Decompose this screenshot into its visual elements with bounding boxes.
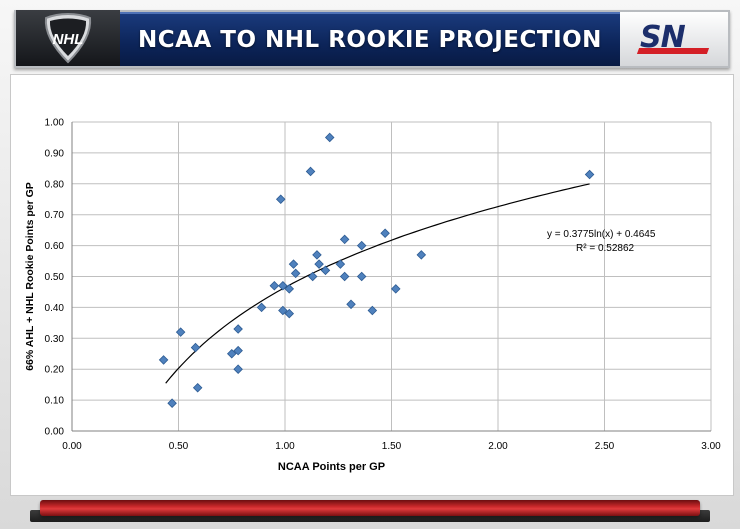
data-point bbox=[307, 271, 318, 282]
y-tick-label: 0.40 bbox=[45, 303, 65, 314]
data-point bbox=[584, 169, 595, 180]
x-tick-label: 0.00 bbox=[62, 441, 82, 452]
data-point bbox=[305, 166, 316, 177]
data-point bbox=[390, 284, 401, 294]
data-point bbox=[314, 259, 324, 269]
y-tick-label: 0.60 bbox=[45, 241, 65, 252]
sn-logo: SN bbox=[620, 12, 728, 66]
x-tick-label: 1.00 bbox=[275, 441, 295, 452]
y-tick-label: 1.00 bbox=[45, 118, 65, 129]
x-tick-label: 1.50 bbox=[382, 441, 402, 452]
data-point bbox=[284, 308, 295, 319]
data-point bbox=[324, 132, 335, 143]
tick-labels: 0.00 0.10 0.20 0.30 0.40 0.50 0.60 0.70 0.80 0.90… bbox=[45, 118, 722, 453]
data-point bbox=[284, 284, 295, 294]
y-tick-label: 0.70 bbox=[45, 210, 65, 221]
data-point bbox=[367, 305, 378, 316]
data-point bbox=[275, 194, 286, 205]
data-point bbox=[192, 382, 203, 393]
x-tick-label: 2.50 bbox=[595, 441, 615, 452]
chart-panel: 0.00 0.10 0.20 0.30 0.40 0.50 0.60 0.70 0.80 0.90… bbox=[10, 74, 734, 496]
data-point bbox=[320, 265, 331, 276]
data-point bbox=[312, 250, 322, 260]
data-point bbox=[233, 324, 243, 334]
data-point bbox=[256, 302, 267, 313]
x-axis-title: NCAA Points per GP bbox=[278, 461, 385, 473]
data-point bbox=[190, 342, 201, 353]
page-title: NCAA TO NHL ROOKIE PROJECTION bbox=[138, 27, 602, 53]
data-point bbox=[269, 281, 280, 291]
trendline bbox=[165, 183, 590, 384]
data-point bbox=[158, 355, 169, 365]
data-point bbox=[346, 299, 356, 310]
nhl-shield-icon: NHL bbox=[44, 12, 92, 64]
x-tick-label: 3.00 bbox=[701, 441, 721, 452]
y-tick-label: 0.00 bbox=[45, 427, 65, 438]
data-point bbox=[290, 268, 301, 279]
sn-logo-swoosh bbox=[636, 48, 710, 54]
nhl-logo-text: NHL bbox=[53, 31, 84, 48]
data-points bbox=[158, 132, 595, 408]
data-point bbox=[288, 259, 299, 269]
data-point bbox=[278, 281, 288, 291]
trendline-r2: R² = 0.52862 bbox=[576, 243, 635, 254]
y-tick-label: 0.20 bbox=[45, 365, 65, 376]
nhl-logo: NHL bbox=[16, 10, 120, 66]
data-point bbox=[339, 271, 350, 282]
bottom-accent-bar bbox=[40, 500, 700, 516]
data-point bbox=[226, 348, 237, 359]
data-point bbox=[356, 240, 367, 251]
data-point bbox=[380, 228, 390, 239]
title-band: NCAA TO NHL ROOKIE PROJECTION bbox=[120, 12, 620, 66]
data-point bbox=[339, 234, 350, 245]
trendline-equation: y = 0.3775ln(x) + 0.4645 bbox=[547, 229, 656, 240]
data-point bbox=[175, 327, 186, 337]
data-point bbox=[335, 259, 346, 269]
data-point bbox=[233, 364, 243, 374]
x-tick-label: 0.50 bbox=[169, 441, 189, 452]
data-point bbox=[167, 398, 177, 408]
y-tick-label: 0.50 bbox=[45, 272, 65, 283]
axes bbox=[71, 122, 711, 432]
gridlines bbox=[72, 121, 712, 431]
data-point bbox=[416, 250, 427, 260]
y-tick-label: 0.30 bbox=[45, 334, 65, 345]
x-tick-label: 2.00 bbox=[488, 441, 508, 452]
data-point bbox=[278, 305, 288, 316]
y-axis-title: 66% AHL + NHL Rookie Points per GP bbox=[24, 182, 36, 371]
y-tick-label: 0.90 bbox=[45, 148, 65, 159]
y-tick-label: 0.80 bbox=[45, 179, 65, 190]
data-point bbox=[356, 271, 367, 282]
y-tick-label: 0.10 bbox=[45, 396, 65, 407]
data-point bbox=[233, 345, 243, 356]
scatter-chart: 0.00 0.10 0.20 0.30 0.40 0.50 0.60 0.70 0.80 0.90… bbox=[24, 118, 722, 474]
